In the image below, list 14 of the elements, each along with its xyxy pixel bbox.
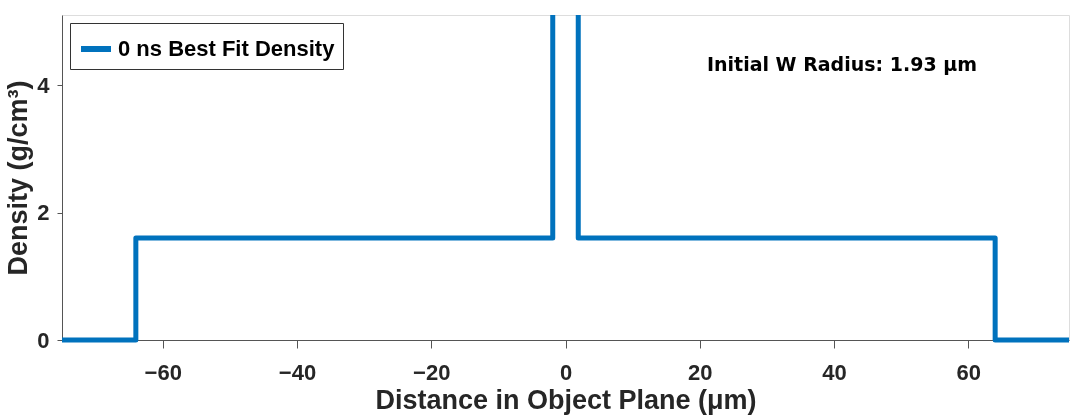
x-tick-label: 40	[822, 359, 847, 385]
annotation: Initial W Radius: 1.93 μm	[706, 53, 978, 75]
y-tick-label: 2	[37, 200, 50, 226]
x-tick-label: 0	[559, 359, 573, 385]
y-axis-title: Density (g/cm³)	[3, 80, 34, 276]
x-tick-label: −20	[413, 359, 451, 385]
x-tick-label: −60	[144, 359, 182, 385]
y-tick-label: 0	[37, 327, 50, 353]
x-tick-label: 60	[956, 359, 982, 385]
x-tick-label: 20	[688, 359, 713, 385]
x-tick-label: −40	[278, 359, 317, 385]
legend-label: 0 ns Best Fit Density	[118, 36, 336, 61]
y-tick-label: 4	[37, 72, 51, 98]
x-axis-title: Distance in Object Plane (μm)	[375, 384, 757, 415]
